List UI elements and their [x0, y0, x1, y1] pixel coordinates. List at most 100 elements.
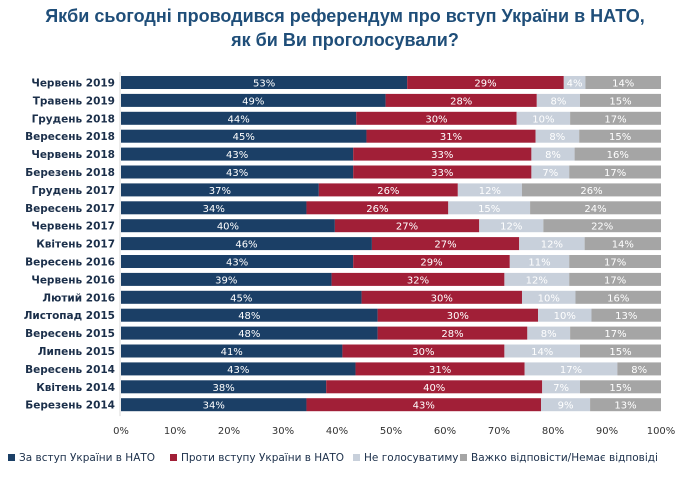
data-label: 14% — [531, 347, 553, 358]
data-label: 31% — [440, 132, 462, 143]
category-label: Квітень 2014 — [36, 382, 115, 394]
bar-segment-4 — [570, 111, 661, 125]
category-label: Лютий 2016 — [42, 292, 115, 304]
bar-segment-4 — [580, 344, 661, 358]
data-label: 29% — [420, 258, 442, 269]
bar-segment-1 — [121, 237, 372, 251]
data-label: 27% — [434, 240, 456, 251]
data-label: 40% — [423, 383, 445, 394]
bar-segment-1 — [121, 380, 327, 394]
bar-segment-2 — [353, 147, 532, 161]
data-label: 10% — [554, 311, 576, 322]
data-label: 12% — [500, 222, 522, 233]
x-tick-label: 40% — [326, 426, 348, 437]
data-label: 8% — [550, 96, 566, 107]
chart-title-line-1: Якби сьогодні проводився референдум про … — [45, 6, 645, 26]
chart-title-line-2: як би Ви проголосували? — [231, 30, 459, 50]
data-label: 33% — [431, 168, 453, 179]
bar-segment-2 — [355, 362, 525, 376]
bar-segment-1 — [121, 147, 354, 161]
bar-segment-3 — [457, 183, 522, 197]
data-label: 10% — [538, 293, 560, 304]
bar-segment-4 — [591, 308, 661, 322]
bar-segment-2 — [377, 308, 539, 322]
bar-segment-2 — [353, 165, 532, 179]
data-label: 43% — [227, 365, 249, 376]
bar-segment-4 — [569, 165, 661, 179]
bar-segment-3 — [504, 272, 570, 286]
category-label: Березень 2018 — [25, 167, 115, 179]
bar-segment-1 — [121, 219, 335, 233]
legend-label: Проти вступу України в НАТО — [181, 452, 344, 464]
data-label: 11% — [528, 258, 550, 269]
data-label: 9% — [558, 401, 574, 412]
bar-segment-3 — [563, 76, 586, 89]
bar-segment-3 — [541, 398, 591, 412]
data-label: 40% — [217, 222, 239, 233]
data-label: 14% — [612, 79, 634, 90]
data-label: 17% — [604, 114, 626, 125]
data-label: 13% — [615, 311, 637, 322]
bar-segment-2 — [342, 344, 505, 358]
x-tick-label: 30% — [272, 426, 294, 437]
bar-segment-1 — [121, 183, 319, 197]
bar-segment-4 — [580, 380, 661, 394]
category-label: Вересень 2016 — [25, 257, 115, 269]
data-label: 30% — [425, 114, 447, 125]
x-tick-label: 90% — [596, 426, 618, 437]
data-label: 43% — [226, 168, 248, 179]
bar-segment-2 — [385, 93, 537, 107]
data-label: 8% — [549, 132, 565, 143]
data-label: 44% — [228, 114, 250, 125]
bar-segment-2 — [306, 398, 541, 412]
category-label: Квітень 2017 — [36, 239, 115, 251]
bar-segment-4 — [569, 255, 661, 268]
bar-segment-1 — [121, 201, 307, 215]
data-label: 30% — [431, 293, 453, 304]
bar-segment-4 — [585, 76, 661, 89]
data-label: 39% — [215, 275, 237, 286]
x-tick-label: 60% — [434, 426, 456, 437]
data-label: 29% — [474, 79, 496, 90]
data-label: 43% — [226, 150, 248, 161]
bar-segment-3 — [448, 201, 531, 215]
bar-segment-3 — [536, 93, 580, 107]
bar-segment-4 — [575, 290, 661, 304]
data-label: 34% — [203, 401, 225, 412]
bar-segment-3 — [538, 308, 592, 322]
data-label: 49% — [242, 96, 264, 107]
data-label: 53% — [253, 79, 275, 90]
data-label: 17% — [604, 275, 626, 286]
bar-segment-3 — [531, 165, 570, 179]
bar-segment-2 — [318, 183, 458, 197]
bar-segment-4 — [584, 237, 661, 251]
bar-segment-1 — [121, 165, 354, 179]
data-label: 17% — [604, 168, 626, 179]
category-label: Березень 2014 — [25, 400, 115, 412]
data-label: 14% — [612, 240, 634, 251]
x-tick-label: 100% — [647, 426, 676, 437]
data-label: 17% — [604, 258, 626, 269]
bar-segment-4 — [521, 183, 661, 197]
data-label: 41% — [221, 347, 243, 358]
bar-segment-2 — [326, 380, 543, 394]
bar-segment-1 — [121, 308, 378, 322]
bar-segment-1 — [121, 111, 357, 125]
bar-segment-4 — [530, 201, 661, 215]
legend-swatch — [353, 454, 360, 461]
x-tick-label: 50% — [380, 426, 402, 437]
bar-segment-1 — [121, 129, 367, 143]
bar-segment-4 — [574, 147, 661, 161]
bar-segment-2 — [407, 76, 564, 89]
x-tick-label: 80% — [542, 426, 564, 437]
data-label: 12% — [526, 275, 548, 286]
x-tick-label: 20% — [218, 426, 240, 437]
data-label: 46% — [235, 240, 257, 251]
data-label: 22% — [591, 222, 613, 233]
data-label: 37% — [209, 186, 231, 197]
data-label: 4% — [567, 79, 583, 90]
bar-segment-3 — [479, 219, 544, 233]
bar-segment-1 — [121, 326, 378, 340]
category-label: Липень 2015 — [38, 346, 115, 358]
